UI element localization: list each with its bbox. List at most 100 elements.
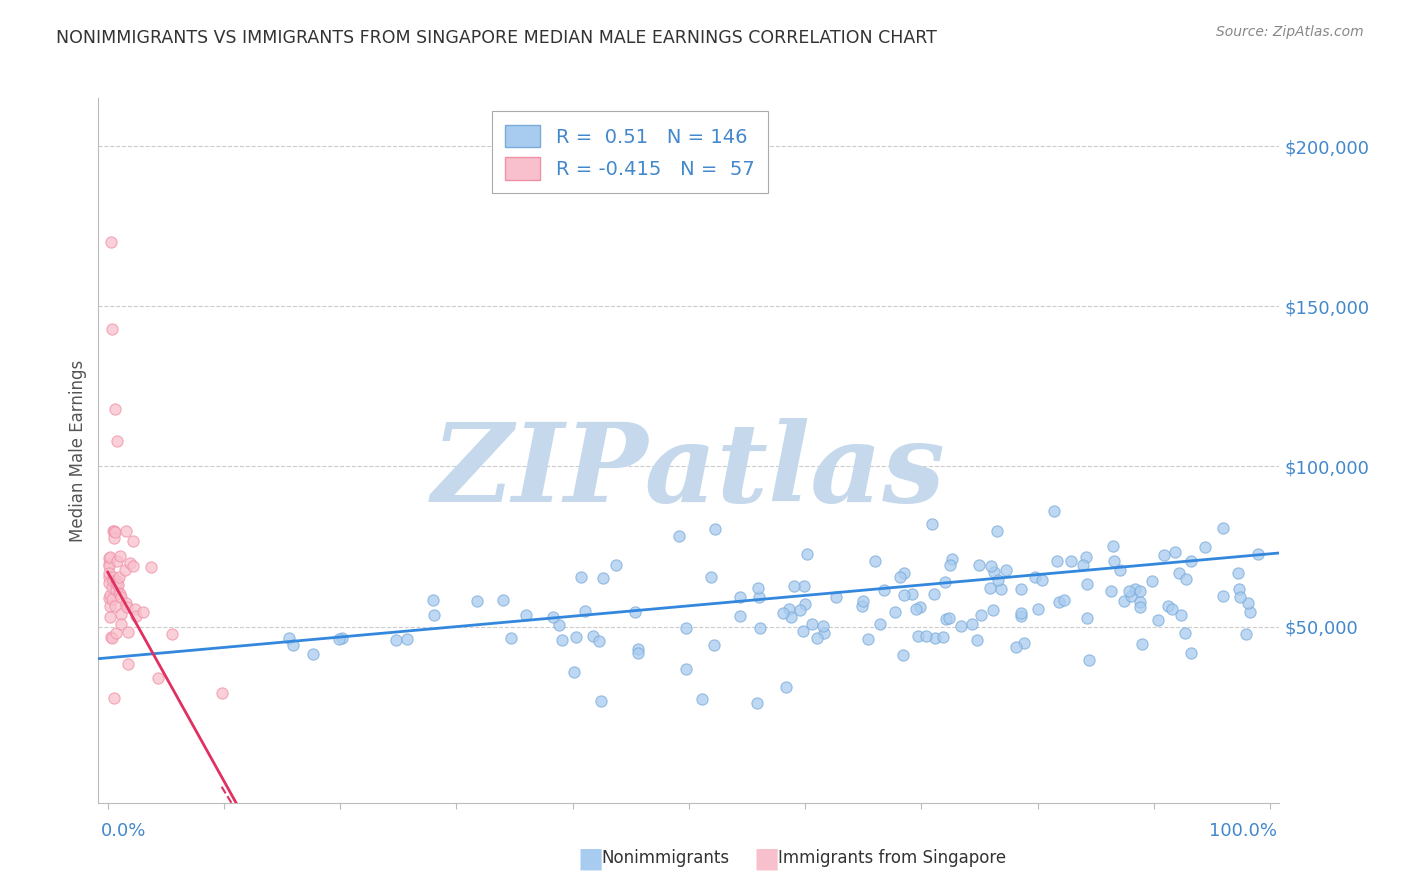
Point bbox=[950, 619, 973, 633]
Point bbox=[779, 609, 801, 624]
Point bbox=[1076, 577, 1098, 591]
Point bbox=[117, 624, 139, 639]
Point bbox=[98, 576, 121, 591]
Point bbox=[960, 617, 983, 632]
Point bbox=[110, 590, 132, 604]
Text: Immigrants from Singapore: Immigrants from Singapore bbox=[778, 849, 1005, 867]
Text: Source: ZipAtlas.com: Source: ZipAtlas.com bbox=[1216, 25, 1364, 39]
Point bbox=[1012, 636, 1035, 650]
Point bbox=[983, 566, 1005, 580]
Point bbox=[966, 633, 988, 648]
Point bbox=[700, 570, 723, 584]
Point bbox=[626, 646, 648, 660]
Point bbox=[1042, 504, 1064, 518]
Point bbox=[117, 657, 139, 672]
Point bbox=[107, 586, 129, 600]
Point bbox=[105, 582, 128, 597]
Point bbox=[938, 611, 960, 625]
Point bbox=[1053, 592, 1076, 607]
Point bbox=[745, 696, 768, 710]
Point bbox=[772, 606, 794, 620]
Point bbox=[98, 610, 121, 624]
Point bbox=[104, 524, 127, 539]
Point bbox=[931, 630, 953, 644]
Point bbox=[1156, 599, 1178, 614]
Point bbox=[328, 632, 350, 647]
Point bbox=[922, 587, 945, 601]
Point bbox=[125, 608, 148, 623]
Point bbox=[1076, 611, 1098, 625]
Point bbox=[778, 602, 800, 616]
Text: 100.0%: 100.0% bbox=[1209, 822, 1277, 840]
Point bbox=[114, 596, 136, 610]
Point bbox=[591, 694, 613, 708]
Point bbox=[1129, 595, 1152, 609]
Point bbox=[98, 599, 121, 613]
Point bbox=[395, 632, 418, 646]
Point bbox=[121, 533, 143, 548]
Point bbox=[1024, 570, 1046, 584]
Point bbox=[806, 632, 828, 646]
Point bbox=[921, 516, 943, 531]
Point bbox=[110, 607, 132, 622]
Point bbox=[1026, 602, 1049, 616]
Point bbox=[98, 550, 121, 565]
Point bbox=[101, 524, 124, 538]
Point bbox=[934, 574, 956, 589]
Text: NONIMMIGRANTS VS IMMIGRANTS FROM SINGAPORE MEDIAN MALE EARNINGS CORRELATION CHAR: NONIMMIGRANTS VS IMMIGRANTS FROM SINGAPO… bbox=[56, 29, 938, 46]
Point bbox=[939, 558, 962, 573]
Point bbox=[692, 692, 714, 706]
Point bbox=[1004, 640, 1026, 655]
Point bbox=[330, 631, 353, 645]
Point bbox=[789, 603, 811, 617]
Point bbox=[107, 578, 129, 592]
Point bbox=[967, 558, 990, 572]
Point bbox=[1130, 637, 1153, 651]
Point bbox=[749, 621, 772, 635]
Point bbox=[1153, 548, 1175, 562]
Point bbox=[856, 632, 879, 646]
Point bbox=[569, 570, 592, 584]
Legend: R =  0.51   N = 146, R = -0.415   N =  57: R = 0.51 N = 146, R = -0.415 N = 57 bbox=[492, 112, 768, 194]
Y-axis label: Median Male Earnings: Median Male Earnings bbox=[69, 359, 87, 541]
Point bbox=[103, 574, 125, 588]
Point bbox=[1102, 554, 1125, 568]
Point bbox=[891, 648, 914, 663]
Point bbox=[910, 600, 932, 615]
Point bbox=[105, 554, 128, 568]
Point bbox=[114, 563, 136, 577]
Point bbox=[582, 629, 605, 643]
Point bbox=[986, 524, 1008, 538]
Point bbox=[775, 680, 797, 694]
Point bbox=[118, 556, 141, 570]
Point bbox=[1194, 540, 1216, 554]
Point bbox=[385, 632, 408, 647]
Text: Nonimmigrants: Nonimmigrants bbox=[602, 849, 730, 867]
Point bbox=[100, 588, 122, 602]
Point bbox=[1010, 607, 1032, 621]
Point bbox=[100, 235, 122, 250]
Point bbox=[869, 616, 891, 631]
Point bbox=[1129, 600, 1152, 615]
Point bbox=[1227, 566, 1250, 580]
Point bbox=[728, 591, 751, 605]
Text: 0.0%: 0.0% bbox=[101, 822, 146, 840]
Point bbox=[1010, 582, 1032, 597]
Point bbox=[551, 632, 574, 647]
Point bbox=[541, 609, 564, 624]
Point bbox=[915, 629, 938, 643]
Point bbox=[588, 634, 610, 648]
Point bbox=[302, 647, 325, 661]
Point bbox=[1161, 602, 1184, 616]
Point bbox=[1010, 609, 1032, 624]
Point bbox=[211, 686, 233, 700]
Point bbox=[281, 638, 304, 652]
Point bbox=[97, 550, 120, 565]
Point bbox=[1174, 572, 1197, 586]
Point bbox=[1123, 582, 1146, 596]
Point bbox=[627, 641, 650, 656]
Point bbox=[1118, 584, 1140, 599]
Point bbox=[851, 599, 873, 614]
Point bbox=[105, 434, 128, 448]
Point bbox=[101, 322, 124, 336]
